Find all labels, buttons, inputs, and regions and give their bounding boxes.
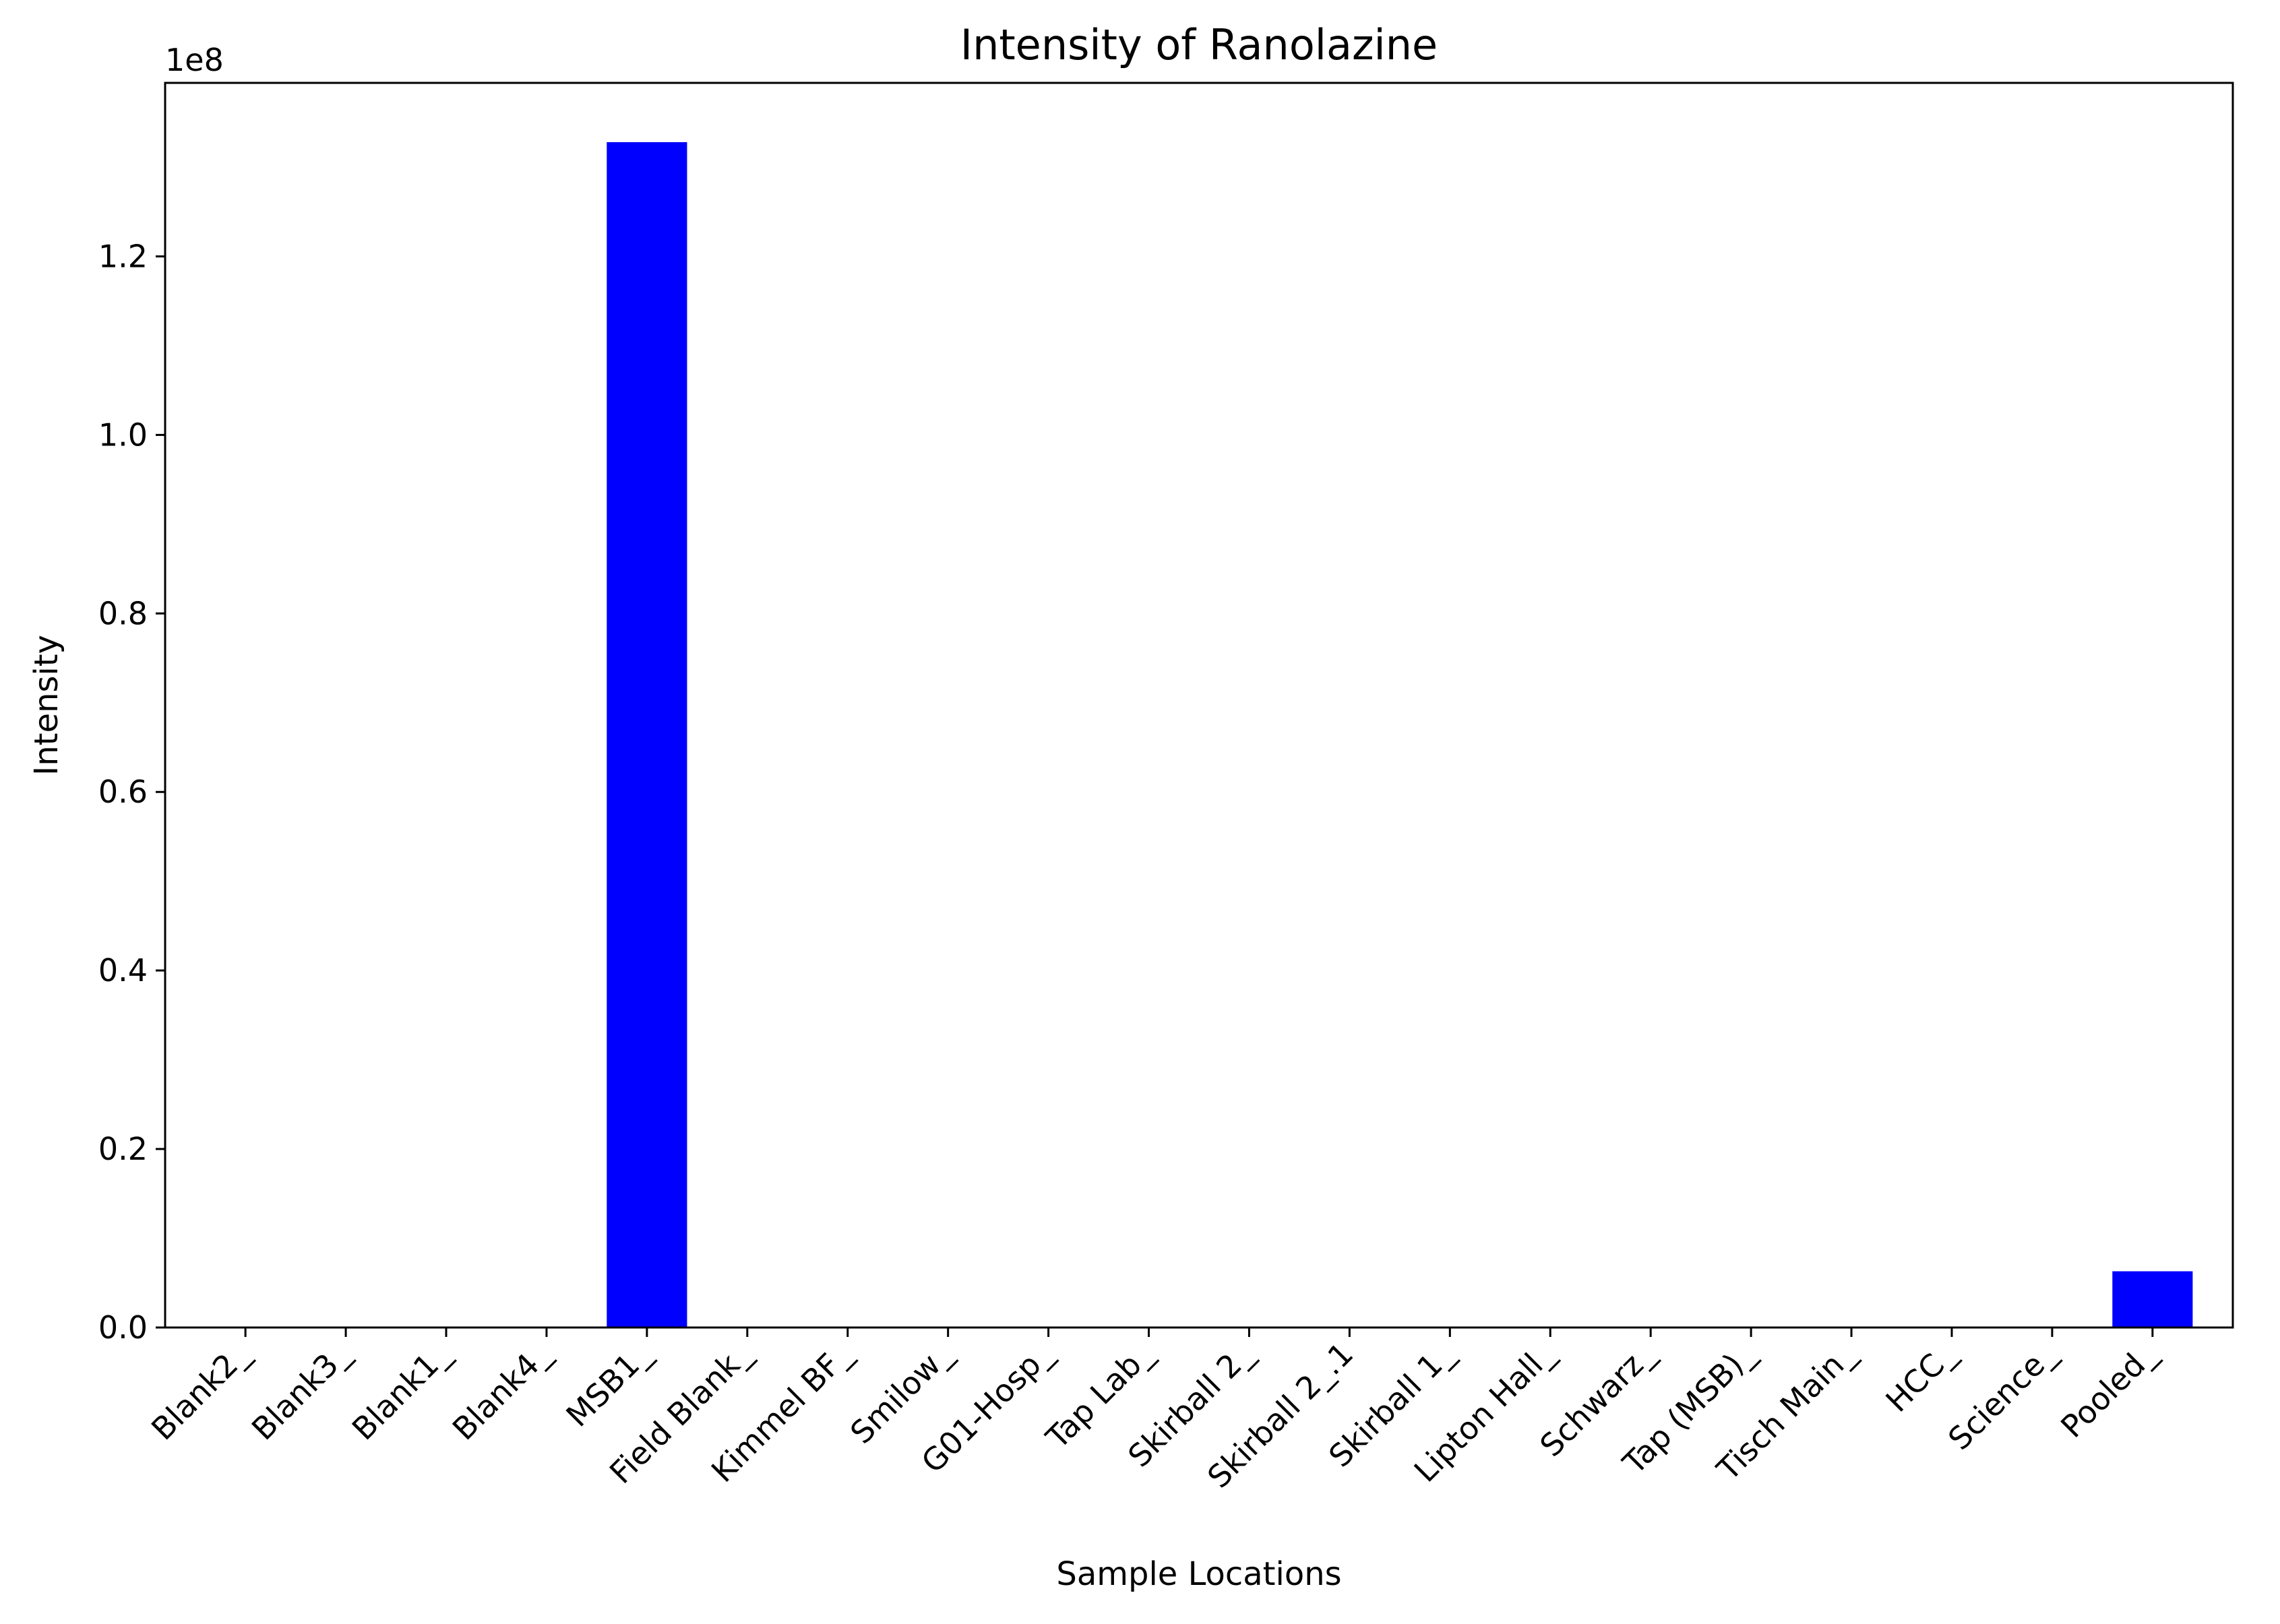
y-ticks-group: 0.0 0.2 0.4 0.6 0.8 1.0 1.2 bbox=[98, 238, 165, 1346]
y-tick-label: 0.8 bbox=[98, 595, 148, 631]
bars-group bbox=[607, 142, 2193, 1328]
x-axis-label: Sample Locations bbox=[1056, 1555, 1341, 1593]
bar-pooled bbox=[2112, 1271, 2193, 1328]
y-tick-label: 0.0 bbox=[98, 1309, 148, 1346]
bar-msb1 bbox=[607, 142, 687, 1328]
y-tick-label: 1.2 bbox=[98, 238, 148, 274]
plot-frame bbox=[164, 82, 2234, 1329]
y-tick-label: 0.2 bbox=[98, 1131, 148, 1167]
chart-title: Intensity of Ranolazine bbox=[960, 20, 1438, 69]
y-axis-offset-label: 1e8 bbox=[165, 42, 224, 78]
y-tick-label: 0.4 bbox=[98, 952, 148, 989]
y-tick-label: 1.0 bbox=[98, 416, 148, 453]
y-tick-label: 0.6 bbox=[98, 774, 148, 810]
y-axis-label: Intensity bbox=[28, 635, 65, 776]
